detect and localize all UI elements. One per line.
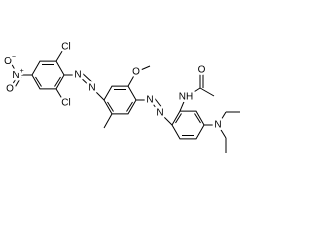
bond — [199, 87, 215, 97]
double-bond — [35, 76, 42, 87]
double-bond — [54, 76, 61, 87]
atom-label: N — [88, 83, 95, 94]
atom-label: O — [6, 84, 14, 95]
ring — [31, 60, 65, 90]
atom-label: O — [198, 65, 206, 76]
bond — [55, 47, 65, 62]
bond — [149, 99, 161, 114]
ring — [103, 85, 137, 115]
double-bond — [126, 101, 133, 112]
double-bond — [12, 76, 22, 92]
bond — [127, 71, 137, 87]
atom-label: N+ — [12, 68, 23, 81]
bonds — [9, 47, 240, 153]
atom-label: Cl — [61, 98, 70, 109]
bond — [179, 96, 187, 112]
bond — [217, 111, 227, 126]
bond — [185, 87, 201, 98]
bond — [103, 113, 113, 129]
atom-label: N — [214, 120, 221, 131]
atom-label: N — [74, 70, 81, 81]
bond — [9, 74, 19, 90]
atom-label: Cl — [61, 42, 70, 53]
atom-label: NH — [179, 92, 193, 103]
bond — [135, 65, 151, 73]
bond — [91, 87, 105, 101]
double-bond — [107, 101, 114, 112]
double-bond — [175, 113, 182, 124]
bond — [9, 60, 19, 76]
double-bond — [79, 70, 95, 85]
double-bond — [194, 113, 201, 124]
double-bond — [152, 95, 164, 110]
bond — [55, 88, 65, 103]
atom-label: N — [156, 108, 163, 119]
structure-diagram: O− N+ O Cl Cl N N O N N NH O N — [2, 39, 240, 153]
bond — [77, 74, 93, 89]
atom-label: N — [146, 95, 153, 106]
bond — [217, 124, 227, 139]
ring — [171, 110, 205, 140]
atom-labels: O− N+ O Cl Cl N N O N N NH O N — [2, 39, 225, 133]
atom-label: O− — [4, 54, 16, 67]
bond — [159, 112, 173, 126]
atom-label: O — [132, 67, 140, 78]
